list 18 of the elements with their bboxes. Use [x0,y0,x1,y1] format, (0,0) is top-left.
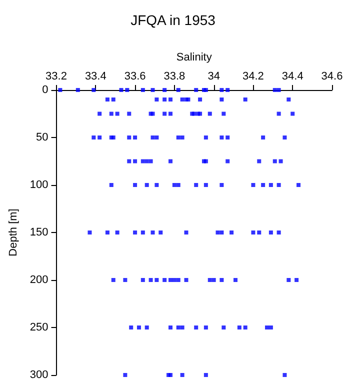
x-tick-label: 34.4 [282,70,304,82]
y-tick-label: 50 [36,132,48,144]
y-tick-label: 250 [30,322,48,334]
x-tick-label: 34.6 [321,70,343,82]
x-tick-label: 34 [208,70,220,82]
y-tick-label: 200 [30,274,48,286]
y-tick-label: 150 [30,226,48,238]
x-tick-label: 33.4 [84,70,106,82]
x-tick-label: 34.2 [242,70,264,82]
x-axis-title: Salinity [176,52,212,64]
x-tick-label: 33.2 [46,70,67,82]
y-tick-label: 100 [30,179,48,191]
chart-title: JFQA in 1953 [130,12,216,28]
x-tick-label: 33.6 [124,70,146,82]
y-tick-label: 300 [30,369,48,381]
y-axis-title: Depth [m] [8,208,20,256]
y-tick-label: 0 [42,84,48,96]
x-tick-label: 33.8 [164,70,186,82]
